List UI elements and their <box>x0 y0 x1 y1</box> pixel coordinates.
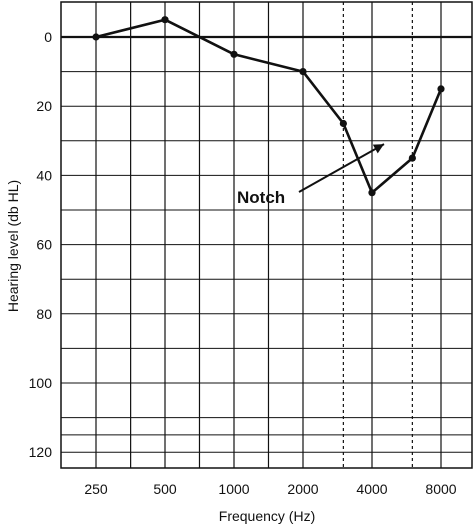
annotation-label: Notch <box>237 188 285 207</box>
y-tick-label: 20 <box>36 98 52 114</box>
y-tick-label: 40 <box>36 167 52 183</box>
data-point <box>408 154 416 162</box>
x-axis-title: Frequency (Hz) <box>219 508 315 524</box>
x-tick-label: 8000 <box>425 481 456 497</box>
data-point <box>437 85 445 93</box>
y-tick-label: 60 <box>36 237 52 253</box>
y-axis-title: Hearing level (db HL) <box>5 180 21 312</box>
data-point <box>230 50 238 58</box>
data-point <box>161 16 169 24</box>
y-tick-label: 0 <box>44 29 52 45</box>
y-tick-label: 120 <box>29 444 53 460</box>
y-tick-label: 100 <box>29 375 53 391</box>
data-point <box>299 68 307 76</box>
data-point <box>92 33 100 41</box>
data-point <box>368 189 376 197</box>
tick-label-layer: 0 20 40 60 80 100 120 250 500 1000 2000 4000 8000 <box>29 29 457 497</box>
plot-frame <box>60 1 473 469</box>
x-tick-label: 2000 <box>287 481 318 497</box>
x-tick-label: 1000 <box>218 481 249 497</box>
grid-layer <box>60 1 473 469</box>
series-line <box>95 18 443 194</box>
x-tick-label: 4000 <box>356 481 387 497</box>
annotation-layer: Notch <box>237 143 385 207</box>
data-point <box>339 119 347 128</box>
series-layer <box>92 16 445 197</box>
x-tick-label: 500 <box>153 481 177 497</box>
annotation-arrow-line <box>298 143 385 193</box>
annotation-arrow-head <box>372 144 384 154</box>
y-tick-label: 80 <box>36 306 52 322</box>
x-tick-label: 250 <box>84 481 108 497</box>
